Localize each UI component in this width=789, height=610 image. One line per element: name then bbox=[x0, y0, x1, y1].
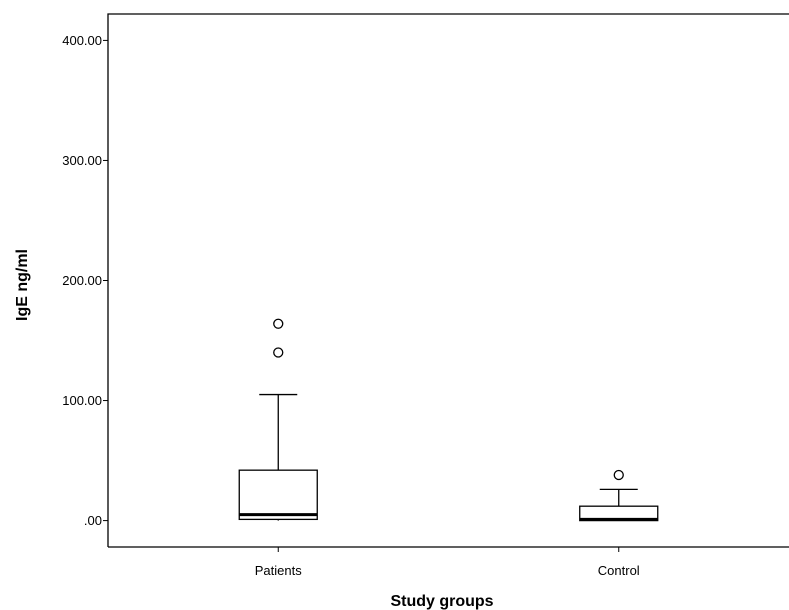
y-tick-label: 100.00 bbox=[62, 393, 102, 408]
x-tick-label: Patients bbox=[255, 563, 302, 578]
y-axis: .00 100.00 200.00 300.00 400.00 bbox=[62, 33, 108, 528]
outlier-point bbox=[273, 318, 284, 329]
x-tick-label: Control bbox=[598, 563, 640, 578]
x-axis: Patients Control bbox=[255, 547, 640, 578]
y-tick-label: 400.00 bbox=[62, 33, 102, 48]
outlier-point bbox=[273, 347, 284, 358]
box-group-control bbox=[579, 469, 659, 522]
y-tick-label: .00 bbox=[84, 513, 102, 528]
y-tick-label: 200.00 bbox=[62, 273, 102, 288]
y-tick-label: 300.00 bbox=[62, 153, 102, 168]
y-axis-title: IgE ng/ml bbox=[14, 249, 31, 321]
box-group-patients bbox=[238, 318, 318, 521]
outlier-point bbox=[613, 469, 624, 481]
plot-frame bbox=[107, 13, 789, 548]
box bbox=[238, 469, 318, 521]
plot-border bbox=[107, 13, 789, 547]
x-axis-title: Study groups bbox=[390, 593, 493, 610]
boxes bbox=[238, 318, 659, 522]
